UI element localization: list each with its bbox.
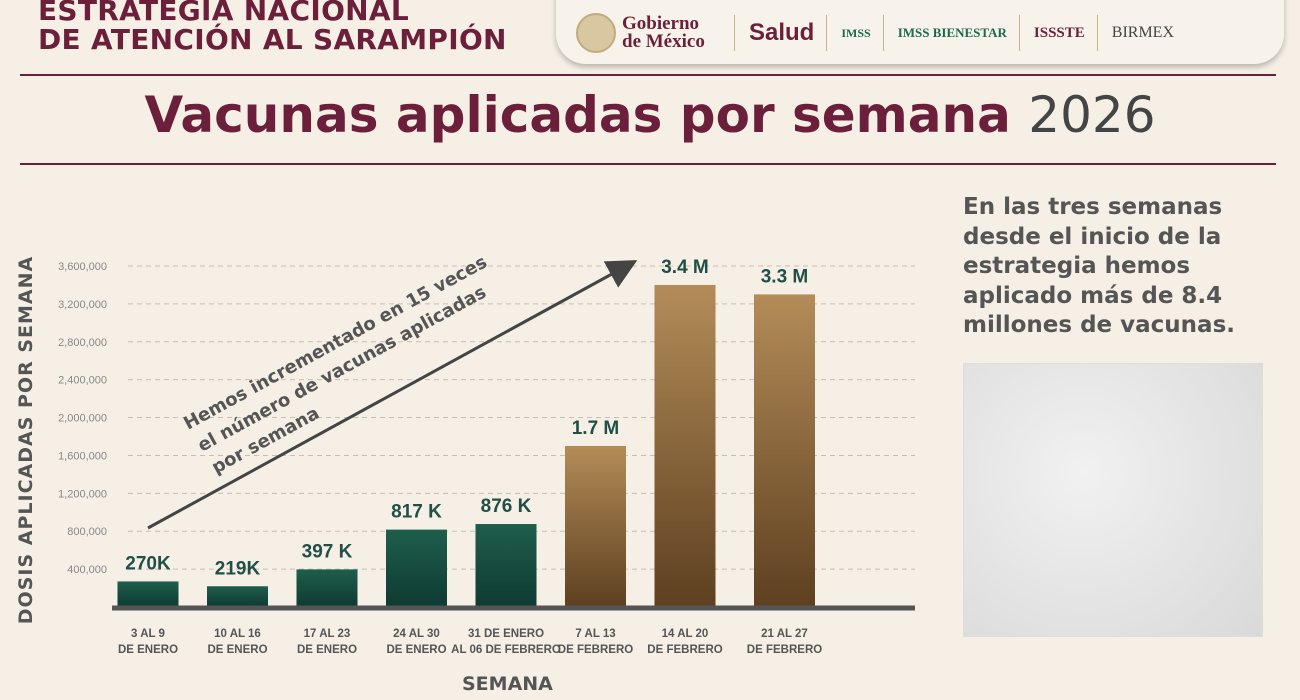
logo-bar: Gobierno de México Salud IMSS IMSS BIENE…: [556, 0, 1284, 64]
x-tick-label: DE FEBRERO: [647, 644, 722, 656]
strategy-title-line1: ESTRATEGIA NACIONAL: [38, 0, 410, 27]
data-label: 876 K: [481, 496, 532, 517]
bar: [754, 294, 815, 607]
data-label: 817 K: [391, 502, 442, 523]
y-tick-label: 1,200,000: [58, 488, 107, 500]
y-tick-label: 2,800,000: [58, 337, 107, 349]
data-label: 270K: [125, 553, 171, 574]
x-tick-label: 17 AL 23: [304, 628, 351, 640]
x-tick-label: 10 AL 16: [214, 628, 261, 640]
page-title: Vacunas aplicadas por semana 2026: [0, 86, 1300, 144]
logo-salud: Salud: [749, 15, 828, 51]
x-tick-label: AL 06 DE FEBRERO: [451, 644, 561, 656]
logo-gobierno: Gobierno de México: [576, 13, 735, 53]
y-tick-label: 2,000,000: [58, 413, 107, 425]
x-tick-label: 21 AL 27: [761, 628, 808, 640]
strategy-title-line2: DE ATENCIÓN AL SARAMPIÓN: [38, 23, 507, 56]
x-tick-label: 24 AL 30: [393, 628, 440, 640]
seal-icon: [576, 13, 616, 53]
x-tick-label: DE FEBRERO: [747, 644, 822, 656]
bar: [565, 445, 626, 607]
x-tick-label: DE ENERO: [386, 644, 446, 656]
y-tick-label: 2,400,000: [58, 375, 107, 387]
logo-imss: IMSS: [841, 15, 884, 51]
data-label: 3.3 M: [761, 266, 809, 287]
strategy-title: ESTRATEGIA NACIONAL DE ATENCIÓN AL SARAMP…: [38, 0, 507, 54]
bar: [654, 284, 716, 607]
bar: [207, 586, 268, 607]
y-tick-label: 3,600,000: [58, 261, 107, 273]
x-tick-label: 3 AL 9: [131, 628, 165, 640]
divider: [20, 74, 1276, 76]
bar: [117, 581, 179, 607]
x-axis-label: SEMANA: [462, 673, 553, 695]
x-tick-label: 7 AL 13: [575, 628, 615, 640]
summary-text: En las tres semanas desde el inicio de l…: [963, 194, 1236, 338]
logo-imss-bienestar: IMSS BIENESTAR: [898, 15, 1020, 51]
x-tick-label: DE FEBRERO: [558, 644, 633, 656]
bar: [296, 569, 358, 607]
title-main: Vacunas aplicadas por semana: [144, 86, 1011, 144]
y-tick-label: 400,000: [67, 564, 107, 576]
divider: [20, 163, 1276, 165]
data-label: 3.4 M: [661, 257, 709, 278]
x-tick-label: 14 AL 20: [662, 628, 709, 640]
x-tick-label: 31 DE ENERO: [468, 628, 544, 640]
annotation-text: Hemos incrementado en 15 veces: [180, 252, 490, 435]
y-tick-label: 3,200,000: [58, 299, 107, 311]
y-axis-label: DOSIS APLICADAS POR SEMANA: [15, 255, 37, 625]
data-label: 219K: [215, 558, 261, 579]
y-tick-label: 1,600,000: [58, 450, 107, 462]
x-tick-label: DE ENERO: [118, 644, 178, 656]
title-year: 2026: [1028, 86, 1156, 144]
logo-birmex: BIRMEX: [1111, 24, 1175, 41]
decorative-image: [963, 363, 1263, 637]
data-label: 1.7 M: [572, 418, 620, 439]
logo-issste: ISSSTE: [1034, 15, 1098, 51]
y-tick-label: 800,000: [67, 526, 107, 538]
x-tick-label: DE ENERO: [207, 644, 267, 656]
x-tick-label: DE ENERO: [297, 644, 357, 656]
bar: [475, 524, 537, 607]
annotation-text: el número de vacunas aplicadas: [194, 282, 489, 457]
data-label: 397 K: [302, 541, 353, 562]
trend-arrow: [147, 260, 638, 530]
bar: [386, 529, 447, 607]
